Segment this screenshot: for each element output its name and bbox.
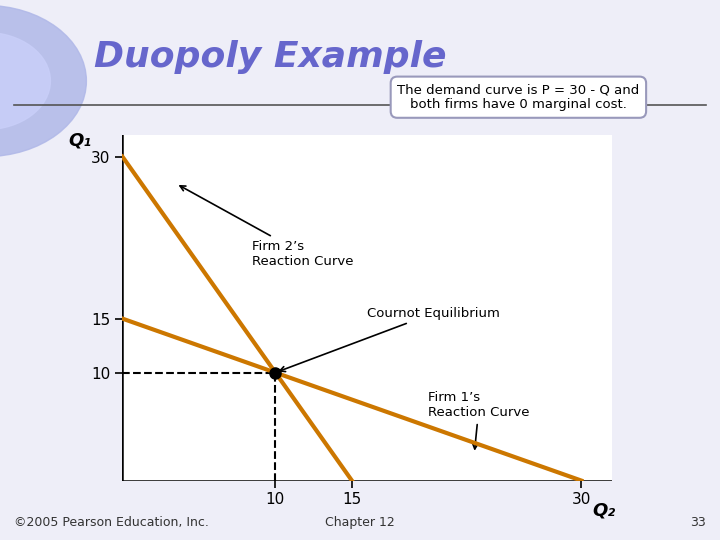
Text: Duopoly Example: Duopoly Example bbox=[94, 40, 446, 73]
Circle shape bbox=[0, 5, 86, 157]
Text: Firm 1’s
Reaction Curve: Firm 1’s Reaction Curve bbox=[428, 391, 530, 449]
Text: ©2005 Pearson Education, Inc.: ©2005 Pearson Education, Inc. bbox=[14, 516, 210, 529]
Text: Chapter 12: Chapter 12 bbox=[325, 516, 395, 529]
Text: 33: 33 bbox=[690, 516, 706, 529]
Text: Firm 2’s
Reaction Curve: Firm 2’s Reaction Curve bbox=[180, 186, 354, 268]
Text: The demand curve is P = 30 - Q and
both firms have 0 marginal cost.: The demand curve is P = 30 - Q and both … bbox=[397, 83, 639, 111]
Text: Cournot Equilibrium: Cournot Equilibrium bbox=[280, 307, 500, 372]
Text: Q₁: Q₁ bbox=[68, 131, 91, 150]
Text: Q₂: Q₂ bbox=[593, 502, 616, 520]
Circle shape bbox=[0, 32, 50, 130]
